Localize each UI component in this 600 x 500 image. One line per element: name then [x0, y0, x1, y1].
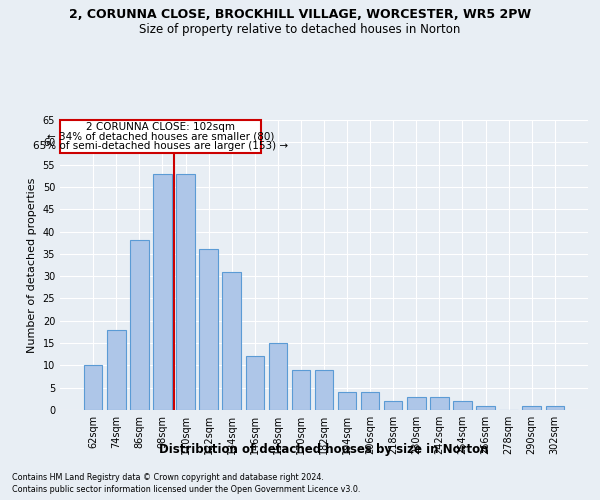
Text: Contains public sector information licensed under the Open Government Licence v3: Contains public sector information licen… — [12, 485, 361, 494]
Bar — [430, 396, 449, 410]
Bar — [453, 401, 472, 410]
Text: 2 CORUNNA CLOSE: 102sqm: 2 CORUNNA CLOSE: 102sqm — [86, 122, 235, 132]
Text: 2, CORUNNA CLOSE, BROCKHILL VILLAGE, WORCESTER, WR5 2PW: 2, CORUNNA CLOSE, BROCKHILL VILLAGE, WOR… — [69, 8, 531, 20]
Bar — [476, 406, 495, 410]
Bar — [361, 392, 379, 410]
Text: ← 34% of detached houses are smaller (80): ← 34% of detached houses are smaller (80… — [47, 131, 274, 141]
Bar — [269, 343, 287, 410]
Text: Size of property relative to detached houses in Norton: Size of property relative to detached ho… — [139, 22, 461, 36]
Bar — [84, 366, 103, 410]
Bar — [176, 174, 195, 410]
Bar — [523, 406, 541, 410]
Bar — [223, 272, 241, 410]
Text: 65% of semi-detached houses are larger (153) →: 65% of semi-detached houses are larger (… — [33, 141, 288, 151]
Bar — [338, 392, 356, 410]
Text: Contains HM Land Registry data © Crown copyright and database right 2024.: Contains HM Land Registry data © Crown c… — [12, 472, 324, 482]
Bar — [130, 240, 149, 410]
FancyBboxPatch shape — [60, 120, 261, 154]
Bar — [384, 401, 403, 410]
Bar — [545, 406, 564, 410]
Bar — [315, 370, 333, 410]
Text: Distribution of detached houses by size in Norton: Distribution of detached houses by size … — [159, 442, 489, 456]
Y-axis label: Number of detached properties: Number of detached properties — [27, 178, 37, 352]
Bar — [407, 396, 425, 410]
Bar — [245, 356, 264, 410]
Bar — [292, 370, 310, 410]
Bar — [153, 174, 172, 410]
Bar — [199, 250, 218, 410]
Bar — [107, 330, 125, 410]
